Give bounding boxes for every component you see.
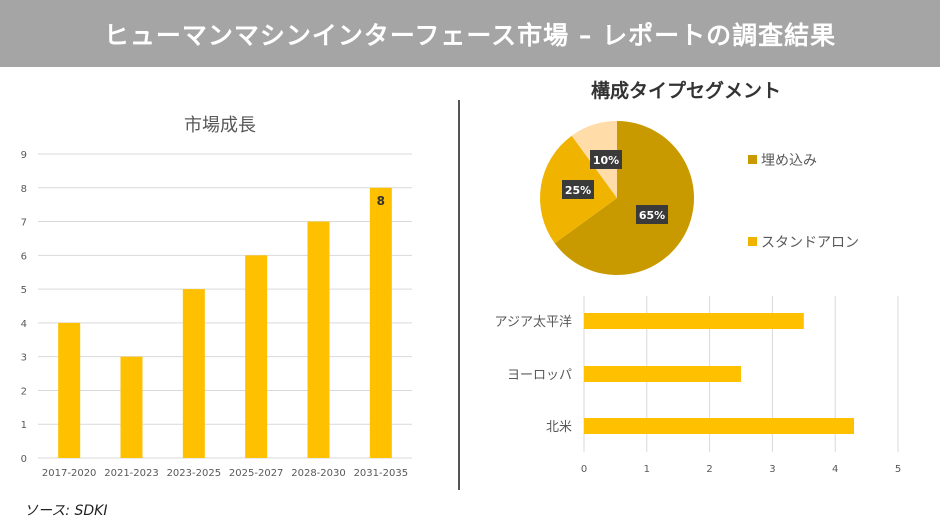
y-tick-label: 9 (21, 150, 27, 161)
bar (245, 255, 268, 458)
x-tick-label: 0 (581, 464, 587, 475)
pie-chart-title: 構成タイプセグメント (591, 79, 781, 102)
x-tick-label: 3 (769, 464, 775, 475)
divider (458, 100, 460, 490)
legend-label: スタンドアロン (761, 235, 859, 251)
y-tick-label: 0 (21, 454, 27, 465)
x-tick-label: 5 (895, 464, 901, 475)
bar-chart-title: 市場成長 (184, 115, 256, 136)
data-label: 8 (377, 194, 385, 208)
legend-swatch (748, 237, 757, 246)
y-tick-label: 7 (21, 218, 27, 229)
x-tick-label: 2028-2030 (291, 468, 346, 479)
y-tick-label: 4 (21, 319, 27, 330)
bar (584, 418, 855, 434)
y-tick-label: ヨーロッパ (507, 368, 572, 383)
source-note: ソース: SDKI (24, 503, 108, 519)
bar (369, 187, 392, 458)
y-tick-label: 6 (21, 251, 27, 262)
slice-label: 10% (593, 154, 619, 167)
x-tick-label: 1 (644, 464, 650, 475)
y-tick-label: 8 (21, 184, 27, 195)
bar (182, 289, 205, 458)
x-tick-label: 4 (832, 464, 838, 475)
bar (584, 313, 804, 329)
bar (584, 366, 741, 382)
legend-swatch (748, 155, 757, 164)
y-tick-label: 5 (21, 285, 27, 296)
slice-label-box (562, 180, 594, 199)
slice-label: 25% (565, 184, 591, 197)
y-tick-label: 北米 (546, 420, 572, 435)
x-tick-label: 2 (706, 464, 712, 475)
bar (120, 356, 143, 458)
page-title: ヒューマンマシンインターフェース市場 – レポートの調査結果 (0, 0, 940, 67)
x-tick-label: 2031-2035 (354, 468, 409, 479)
slice-label-box (590, 150, 622, 169)
y-tick-label: 3 (21, 353, 27, 364)
bar (58, 322, 81, 458)
pie-slice (554, 121, 695, 275)
x-tick-label: 2025-2027 (229, 468, 284, 479)
y-tick-label: 1 (21, 420, 27, 431)
legend-label: 埋め込み (761, 153, 817, 169)
bar (307, 221, 330, 458)
x-tick-label: 2023-2025 (167, 468, 222, 479)
x-tick-label: 2021-2023 (104, 468, 159, 479)
x-tick-label: 2017-2020 (42, 468, 97, 479)
slice-label: 65% (639, 209, 665, 222)
slice-label-box (636, 205, 668, 224)
y-tick-label: 2 (21, 386, 27, 397)
y-tick-label: アジア太平洋 (495, 315, 572, 330)
